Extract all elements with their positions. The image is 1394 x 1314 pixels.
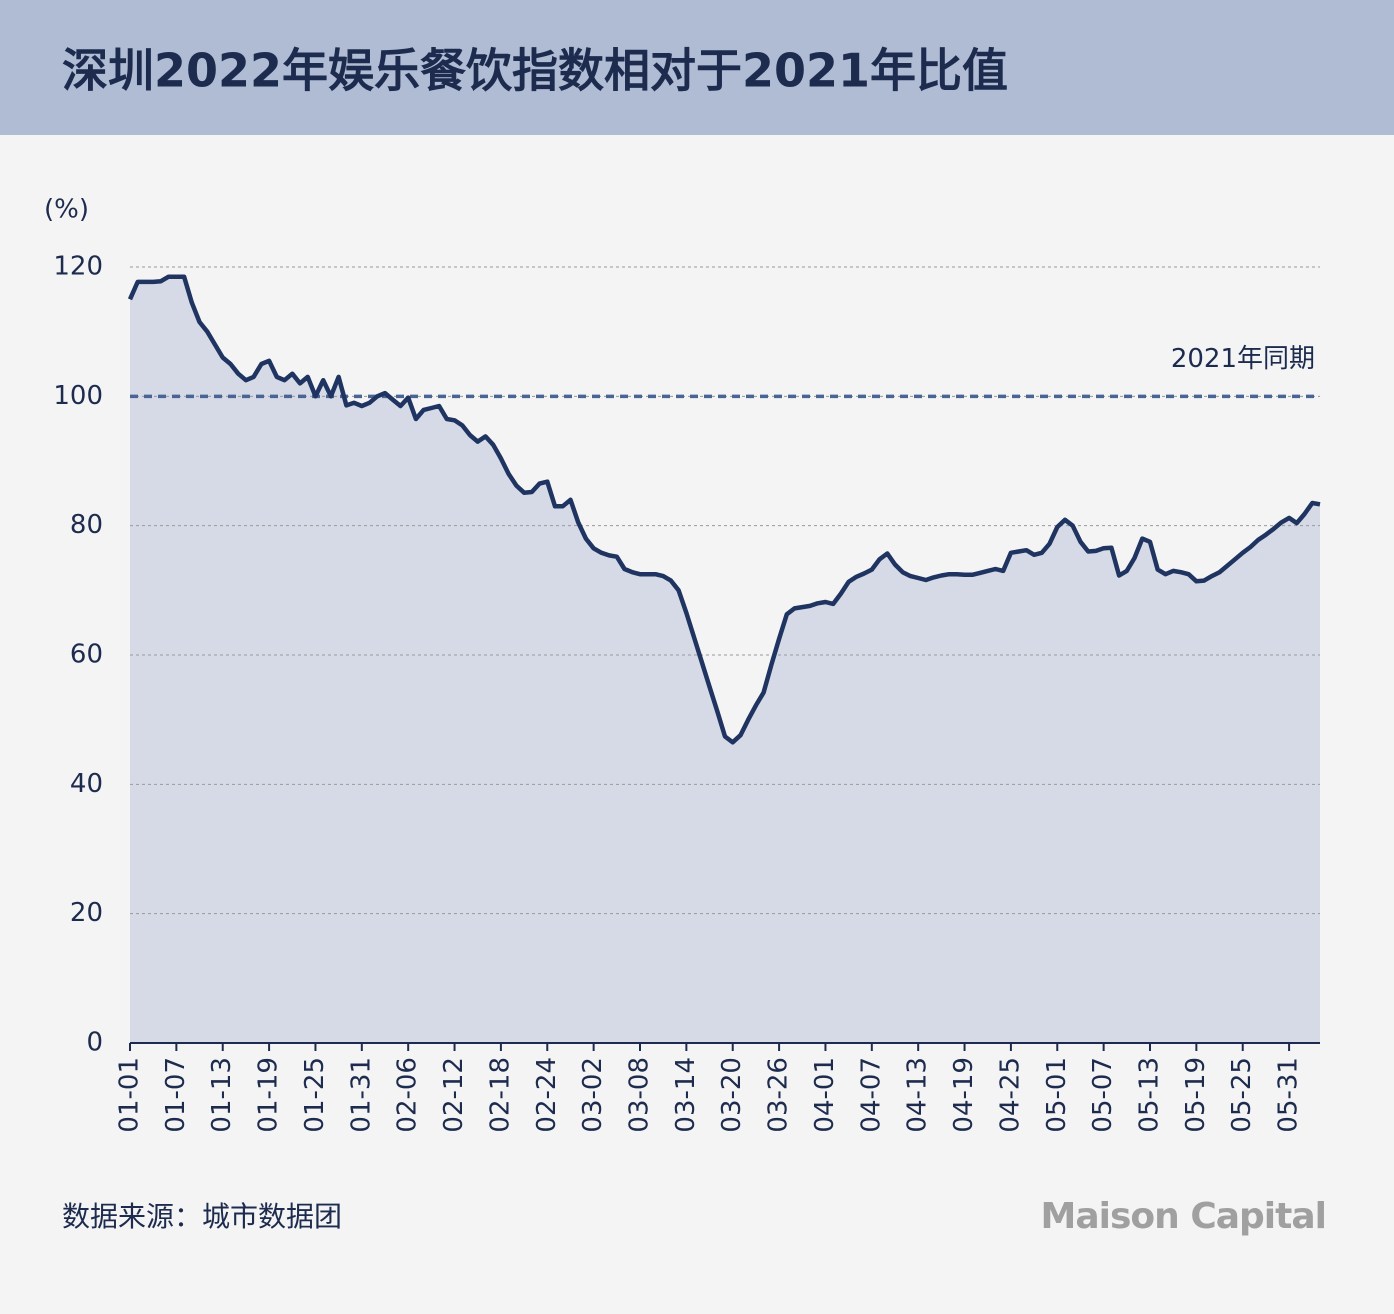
header-bar bbox=[0, 0, 1394, 135]
area bbox=[130, 276, 1320, 1043]
logo: Maison Capital bbox=[1041, 1196, 1326, 1237]
y-tick-label: 40 bbox=[70, 769, 103, 799]
x-tick-label: 04-07 bbox=[856, 1057, 886, 1133]
x-tick-label: 02-12 bbox=[439, 1057, 469, 1133]
x-tick-label: 03-02 bbox=[578, 1057, 608, 1133]
x-tick-label: 04-13 bbox=[903, 1057, 933, 1133]
y-tick-label: 100 bbox=[53, 381, 103, 411]
x-tick-label: 04-19 bbox=[949, 1057, 979, 1133]
x-tick-label: 05-07 bbox=[1088, 1057, 1118, 1133]
x-tick-label: 03-26 bbox=[764, 1057, 794, 1133]
x-tick-label: 01-07 bbox=[161, 1057, 191, 1133]
x-tick-label: 01-19 bbox=[254, 1057, 284, 1133]
x-tick-label: 04-25 bbox=[995, 1057, 1025, 1133]
x-tick-label: 02-06 bbox=[393, 1057, 423, 1133]
y-tick-label: 120 bbox=[53, 252, 103, 282]
x-tick-label: 03-14 bbox=[671, 1057, 701, 1133]
y-axis-label: (%) bbox=[44, 195, 89, 225]
x-tick-label: 03-08 bbox=[625, 1057, 655, 1133]
x-tick-label: 03-20 bbox=[717, 1057, 747, 1133]
x-tick-label: 01-13 bbox=[207, 1057, 237, 1133]
x-tick-label: 05-13 bbox=[1135, 1057, 1165, 1133]
x-tick-label: 05-25 bbox=[1227, 1057, 1257, 1133]
x-tick-label: 04-01 bbox=[810, 1057, 840, 1133]
y-tick-label: 0 bbox=[86, 1028, 103, 1058]
y-tick-label: 80 bbox=[70, 510, 103, 540]
y-tick-label: 60 bbox=[70, 640, 103, 670]
y-tick-label: 20 bbox=[70, 898, 103, 928]
x-tick-label: 05-19 bbox=[1181, 1057, 1211, 1133]
x-tick-label: 01-31 bbox=[346, 1057, 376, 1133]
line bbox=[127, 274, 1321, 745]
x-tick-label: 05-31 bbox=[1274, 1057, 1304, 1133]
reference-label: 2021年同期 bbox=[1171, 344, 1315, 374]
x-tick-label: 01-01 bbox=[115, 1057, 145, 1133]
x-tick-label: 05-01 bbox=[1042, 1057, 1072, 1133]
x-tick-label: 01-25 bbox=[300, 1057, 330, 1133]
source: 数据来源：城市数据团 bbox=[62, 1200, 342, 1233]
x-tick-label: 02-18 bbox=[485, 1057, 515, 1133]
x-tick-label: 02-24 bbox=[532, 1057, 562, 1133]
chart-title: 深圳2022年娱乐餐饮指数相对于2021年比值 bbox=[62, 44, 1008, 98]
